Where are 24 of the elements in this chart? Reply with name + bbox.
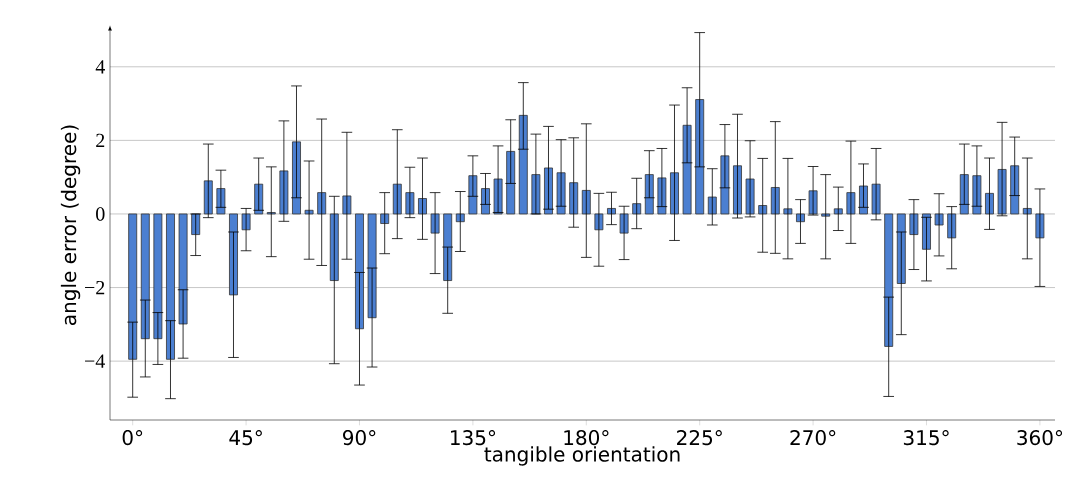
x-tick-label: 180° [564,430,609,446]
y-axis-title: angle error (degree) [60,125,81,325]
x-tick-label: 360° [1017,430,1063,446]
x-tick-label: 270° [790,430,836,446]
bar [884,213,894,347]
x-tick-label: 225° [677,430,722,446]
y-tick-label: −2 [85,280,105,295]
x-axis-title: tangible orientation [484,446,680,466]
bar [166,213,175,360]
bar [153,213,163,340]
x-tick-label: 45° [229,430,262,446]
bar [355,213,364,330]
x-tick-label: 135° [451,430,496,446]
x-tick-label: 315° [903,430,949,446]
y-tick-label: 4 [95,60,105,74]
bar [140,213,150,340]
x-tick-label: 0° [122,430,143,446]
bar [443,213,453,281]
bar [128,213,138,360]
bar [518,114,528,215]
y-tick-label: 0 [96,207,105,221]
y-tick-label: 2 [96,133,105,147]
x-tick-label: 90° [343,430,376,446]
y-tick-label: −4 [85,354,105,368]
